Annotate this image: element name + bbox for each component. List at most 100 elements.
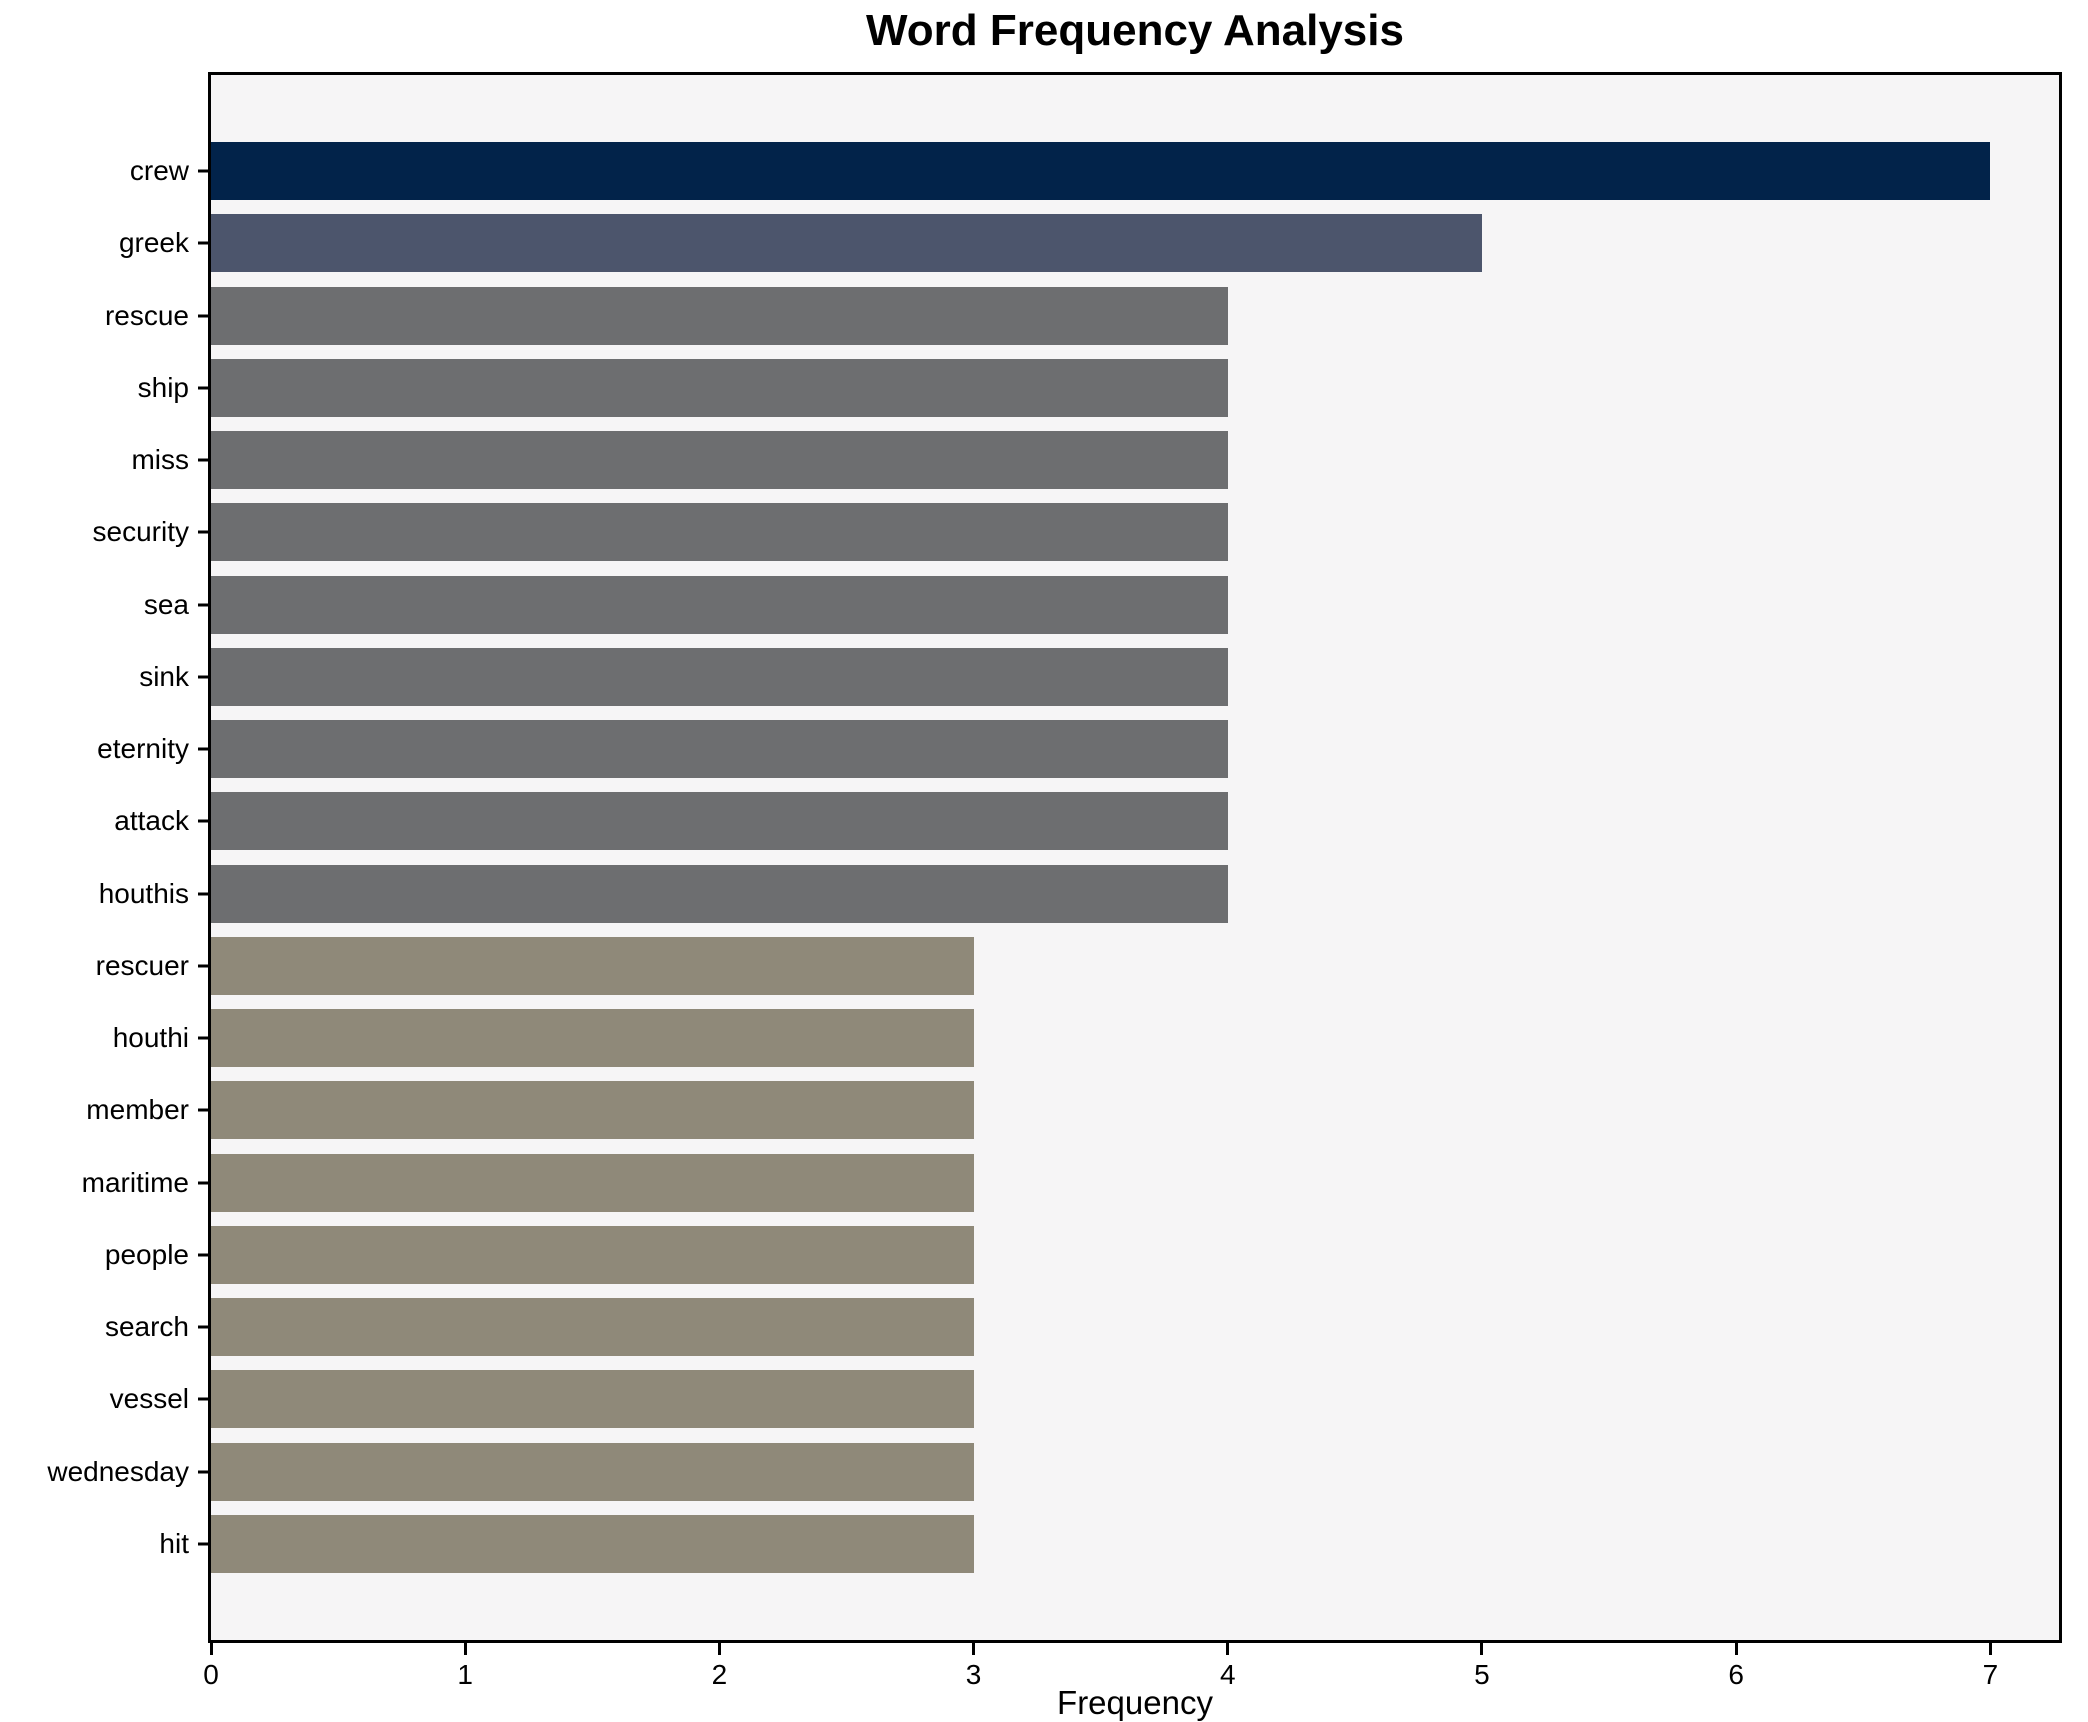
bar xyxy=(211,1514,974,1573)
bar-row: hit xyxy=(159,1514,2059,1573)
x-tick-label: 0 xyxy=(203,1659,219,1690)
x-tick-mark xyxy=(972,1643,976,1655)
y-tick-mark xyxy=(198,1108,208,1112)
bar-row: rescuer xyxy=(96,936,2059,995)
bar-row: rescue xyxy=(105,286,2059,345)
y-tick-mark xyxy=(198,892,208,895)
bar xyxy=(211,214,1482,273)
bar-row: attack xyxy=(114,792,2059,851)
x-tick-label: 5 xyxy=(1474,1659,1490,1690)
y-tick-label: greek xyxy=(118,227,189,259)
y-tick-mark xyxy=(198,1181,208,1184)
bar-row: sea xyxy=(144,575,2059,634)
bar xyxy=(211,431,1228,489)
y-tick-label: vessel xyxy=(109,1383,189,1415)
y-tick-label: eternity xyxy=(97,733,189,764)
y-tick-mark xyxy=(198,530,208,534)
bar xyxy=(211,1081,974,1140)
bar-row: people xyxy=(105,1225,2059,1284)
y-tick-label: rescue xyxy=(104,299,189,331)
y-tick-mark xyxy=(198,964,208,968)
bar-row: search xyxy=(105,1298,2059,1356)
bar xyxy=(211,286,1228,345)
bar-row: houthi xyxy=(113,1009,2059,1067)
bar-row: sink xyxy=(139,647,2059,706)
bar-row: maritime xyxy=(82,1153,2059,1212)
bar xyxy=(211,936,974,995)
y-tick-label: sea xyxy=(143,588,189,620)
bar xyxy=(211,358,1228,417)
x-tick-mark xyxy=(1734,1643,1738,1655)
y-tick-mark xyxy=(198,819,208,823)
x-tick-label: 4 xyxy=(1219,1659,1236,1690)
plot-area: crew greek rescue ship miss security sea sink et… xyxy=(47,72,2062,1643)
y-tick-mark xyxy=(198,675,208,679)
bar xyxy=(211,1298,974,1356)
bars-container: crew greek rescue ship miss security sea sink et… xyxy=(47,75,2059,1640)
x-tick-label: 2 xyxy=(711,1659,728,1690)
bar-row: eternity xyxy=(97,720,2059,778)
y-tick-label: miss xyxy=(131,444,189,475)
y-tick-mark xyxy=(198,1470,208,1473)
bar-row: wednesday xyxy=(47,1442,2059,1501)
x-axis: 0 1 2 3 4 5 6 7 xyxy=(203,1643,2059,1713)
y-tick-mark xyxy=(198,1253,208,1257)
y-tick-mark xyxy=(198,1036,208,1040)
x-tick-mark xyxy=(463,1643,467,1655)
bar xyxy=(211,1009,974,1067)
x-axis-label: Frequency xyxy=(1057,1684,1213,1721)
y-tick-label: crew xyxy=(129,155,189,186)
bar-row: houthis xyxy=(99,864,2059,923)
y-tick-mark xyxy=(198,458,208,462)
x-tick-label: 1 xyxy=(457,1659,473,1690)
y-tick-mark xyxy=(198,314,208,317)
x-tick-mark xyxy=(1988,1643,1992,1655)
chart-title: Word Frequency Analysis xyxy=(866,6,1404,55)
y-tick-label: maritime xyxy=(81,1166,189,1198)
y-tick-label: houthis xyxy=(98,877,189,909)
bar xyxy=(211,1153,974,1212)
x-tick-mark xyxy=(717,1643,721,1655)
y-tick-label: people xyxy=(104,1238,189,1270)
y-tick-mark xyxy=(198,747,208,751)
y-tick-mark xyxy=(198,241,208,245)
y-tick-label: wednesday xyxy=(47,1455,189,1487)
x-tick-mark xyxy=(1480,1643,1484,1655)
y-tick-label: security xyxy=(92,516,189,548)
bar xyxy=(211,864,1228,923)
bar-row: member xyxy=(86,1081,2059,1140)
x-tick-label: 3 xyxy=(965,1659,982,1690)
y-tick-mark xyxy=(198,603,208,606)
bar xyxy=(211,575,1228,634)
x-tick-label: 7 xyxy=(1982,1659,1999,1690)
y-tick-mark xyxy=(198,1397,208,1401)
bar-row: greek xyxy=(119,214,2059,273)
y-tick-label: houthi xyxy=(112,1022,189,1053)
y-tick-mark xyxy=(198,1325,208,1329)
y-tick-label: ship xyxy=(137,371,189,403)
bar-row: miss xyxy=(131,431,2059,489)
bar xyxy=(211,503,1228,562)
bar xyxy=(211,647,1228,706)
y-tick-mark xyxy=(198,169,208,173)
y-tick-mark xyxy=(198,1542,208,1546)
y-tick-label: attack xyxy=(114,805,189,837)
x-tick-mark xyxy=(1226,1643,1230,1655)
bar-row: ship xyxy=(138,358,2059,417)
y-tick-label: rescuer xyxy=(95,949,189,981)
y-tick-label: search xyxy=(104,1311,189,1342)
y-tick-label: sink xyxy=(139,660,189,692)
y-tick-mark xyxy=(198,386,208,390)
bar-row: crew xyxy=(130,142,2059,200)
bar xyxy=(211,1370,974,1429)
bar-row: vessel xyxy=(110,1370,2059,1429)
bar xyxy=(211,1225,974,1284)
x-tick-label: 6 xyxy=(1728,1659,1744,1690)
bar xyxy=(211,792,1228,851)
y-tick-label: hit xyxy=(159,1527,189,1559)
bar xyxy=(211,1442,974,1501)
bar xyxy=(211,720,1228,778)
bar xyxy=(211,142,1991,200)
y-tick-label: member xyxy=(86,1094,189,1126)
